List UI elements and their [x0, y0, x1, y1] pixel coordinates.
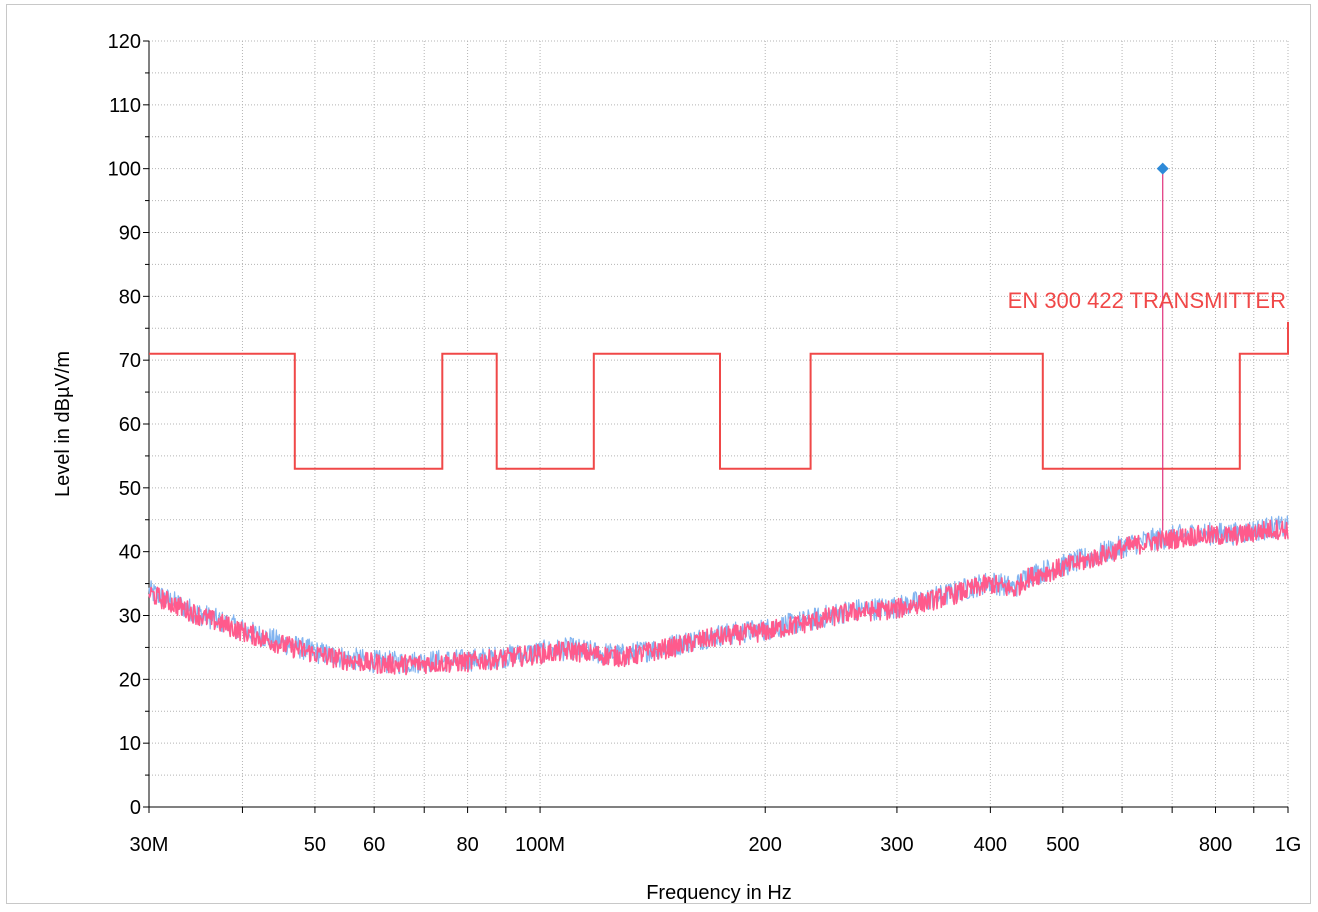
y-tick-label: 30 — [119, 606, 141, 628]
y-tick-label: 80 — [119, 286, 141, 308]
x-tick-label: 50 — [304, 834, 326, 856]
x-tick-label: 800 — [1199, 834, 1232, 856]
x-axis-title: Frequency in Hz — [646, 882, 792, 904]
y-tick-label: 10 — [119, 733, 141, 755]
plot-background — [149, 41, 1288, 807]
x-tick-label: 200 — [749, 834, 782, 856]
emi-spectrum-chart: 0 10 20 30 40 50 60 70 80 90 100 110 120 30M 50 60 80 10… — [52, 31, 1302, 904]
y-tick-label: 20 — [119, 669, 141, 691]
x-tick-label: 400 — [974, 834, 1007, 856]
peak-marker-group — [1156, 162, 1169, 531]
y-tick-label: 70 — [119, 350, 141, 372]
minor-ticks — [143, 40, 1289, 813]
marker-diamond — [1156, 162, 1169, 175]
x-tick-label: 60 — [363, 834, 385, 856]
y-tick-labels: 0 10 20 30 40 50 60 70 80 90 100 110 120 — [108, 31, 141, 819]
y-tick-label: 110 — [109, 95, 141, 117]
grid-lines — [148, 40, 1289, 807]
y-tick-label: 40 — [119, 542, 141, 564]
x-tick-label: 1G — [1275, 834, 1302, 856]
y-tick-label: 100 — [108, 159, 141, 181]
y-tick-label: 0 — [130, 797, 141, 819]
peak-trace-line — [148, 519, 1289, 676]
limit-line — [149, 321, 1289, 470]
axes — [148, 41, 1288, 808]
limit-line-label: EN 300 422 TRANSMITTER — [1008, 288, 1286, 313]
measurement-trace — [148, 515, 1289, 676]
chart-frame: 0 10 20 30 40 50 60 70 80 90 100 110 120 30M 50 60 80 10… — [6, 4, 1311, 904]
y-axis-title: Level in dBµV/m — [52, 351, 74, 497]
x-tick-labels: 30M 50 60 80 100M 200 300 400 500 800 1G — [130, 834, 1302, 856]
y-tick-label: 90 — [119, 223, 141, 245]
x-tick-label: 100M — [515, 834, 565, 856]
x-tick-label: 500 — [1046, 834, 1079, 856]
x-tick-label: 80 — [456, 834, 478, 856]
y-tick-label: 60 — [119, 414, 141, 436]
y-tick-label: 50 — [119, 478, 141, 500]
limit-line-group — [149, 321, 1289, 470]
x-tick-label: 300 — [880, 834, 913, 856]
x-tick-label: 30M — [130, 834, 169, 856]
y-tick-label: 120 — [108, 31, 141, 53]
